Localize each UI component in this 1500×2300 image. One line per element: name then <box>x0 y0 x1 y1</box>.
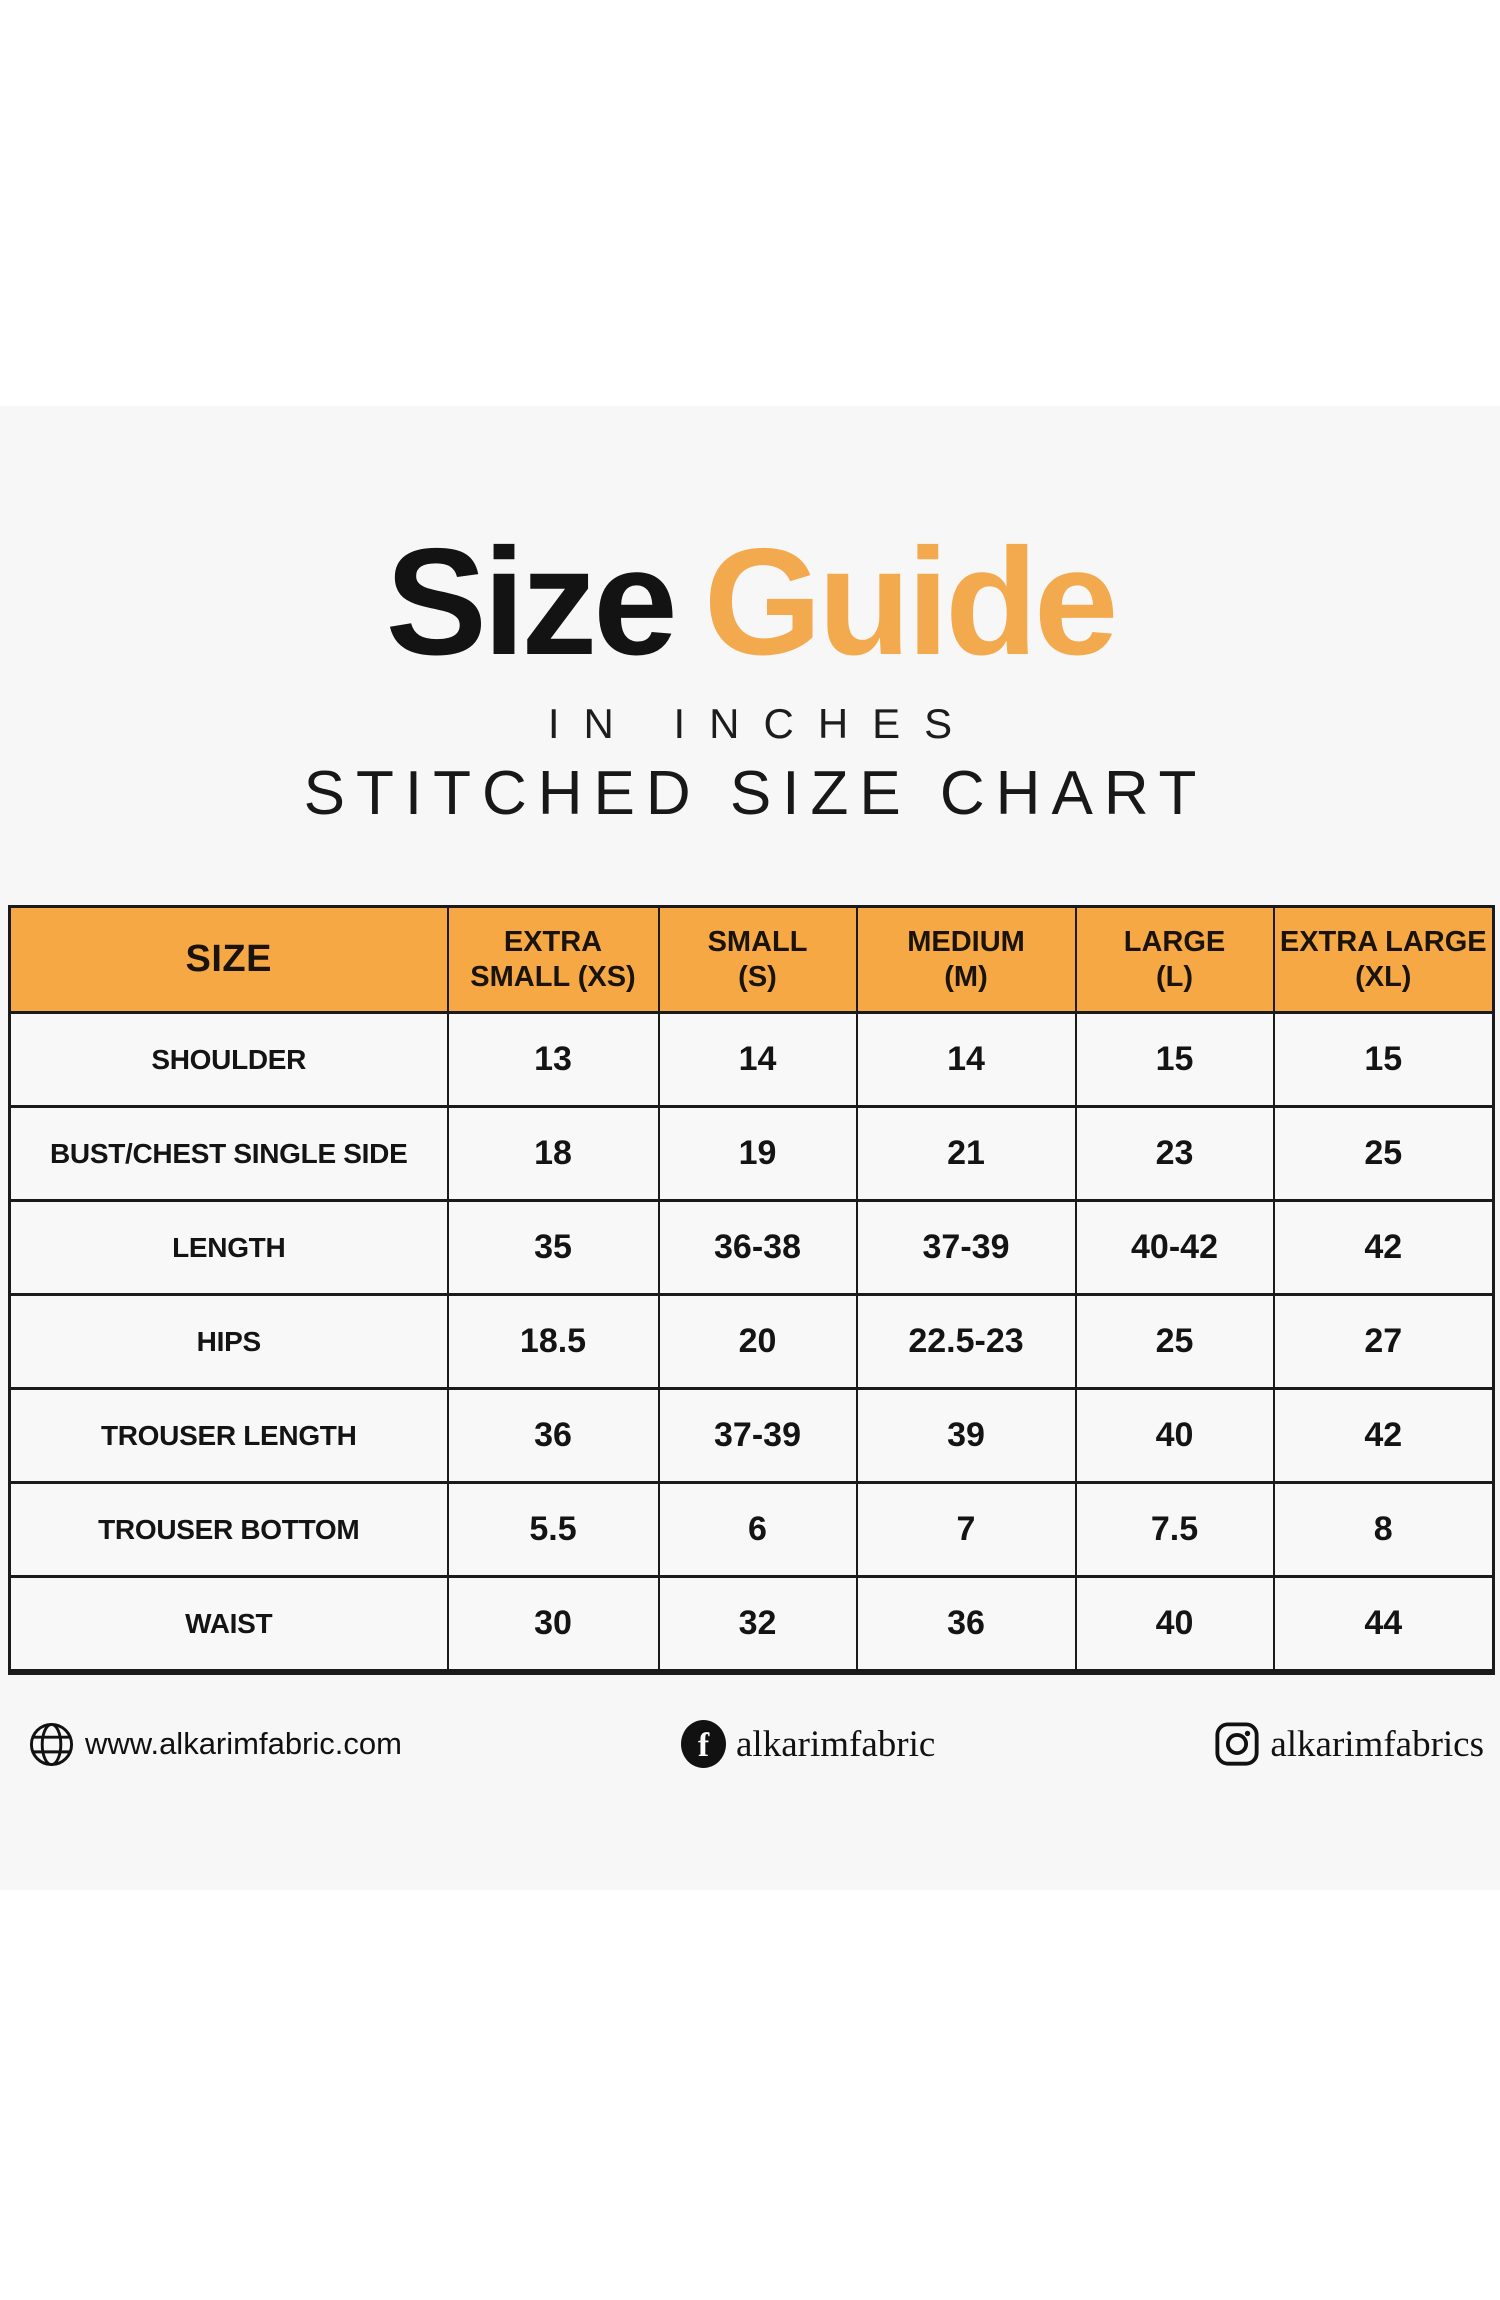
cell-value: 44 <box>1272 1575 1495 1674</box>
cell-value: 40 <box>1074 1575 1275 1674</box>
table-row-hips: HIPS 18.5 20 22.5-23 25 27 <box>8 1293 1495 1390</box>
row-label: SHOULDER <box>8 1011 449 1108</box>
title-block: Size Guide IN INCHES STITCHED SIZE CHART <box>0 526 1500 829</box>
cell-value: 15 <box>1074 1011 1275 1108</box>
table-row-length: LENGTH 35 36-38 37-39 40-42 42 <box>8 1199 1495 1296</box>
instagram-icon <box>1215 1722 1259 1766</box>
table-row-waist: WAIST 30 32 36 40 44 <box>8 1575 1495 1674</box>
header-row: SIZE EXTRA SMALL (XS) SMALL (S) MEDIUM (… <box>8 905 1495 1014</box>
cell-value: 7 <box>855 1481 1077 1578</box>
cell-value: 25 <box>1272 1105 1495 1202</box>
cell-value: 25 <box>1074 1293 1275 1390</box>
instagram-handle: alkarimfabrics <box>1270 1723 1484 1765</box>
cell-value: 35 <box>446 1199 660 1296</box>
facebook-contact: f alkarimfabric <box>681 1720 935 1768</box>
cell-value: 19 <box>657 1105 858 1202</box>
column-header-small: SMALL (S) <box>657 905 858 1014</box>
cell-value: 30 <box>446 1575 660 1674</box>
row-label: LENGTH <box>8 1199 449 1296</box>
cell-value: 18.5 <box>446 1293 660 1390</box>
row-label: TROUSER LENGTH <box>8 1387 449 1484</box>
cell-value: 18 <box>446 1105 660 1202</box>
facebook-handle: alkarimfabric <box>736 1723 936 1765</box>
column-header-extra-small: EXTRA SMALL (XS) <box>446 905 660 1014</box>
cell-value: 7.5 <box>1074 1481 1275 1578</box>
title-word-guide: Guide <box>703 517 1119 687</box>
footer: www.alkarimfabric.com f alkarimfabric al… <box>28 1698 1484 1790</box>
table-row-shoulder: SHOULDER 13 14 14 15 15 <box>8 1011 1495 1108</box>
page-title: Size Guide <box>0 526 1500 678</box>
cell-value: 39 <box>855 1387 1077 1484</box>
cell-value: 21 <box>855 1105 1077 1202</box>
cell-value: 42 <box>1272 1387 1495 1484</box>
cell-value: 42 <box>1272 1199 1495 1296</box>
size-guide-panel: Size Guide IN INCHES STITCHED SIZE CHART … <box>0 406 1500 1890</box>
facebook-icon: f <box>681 1720 726 1768</box>
table-row-trouser-bottom: TROUSER BOTTOM 5.5 6 7 7.5 8 <box>8 1481 1495 1578</box>
size-chart-table: SIZE EXTRA SMALL (XS) SMALL (S) MEDIUM (… <box>8 905 1495 1675</box>
cell-value: 14 <box>855 1011 1077 1108</box>
cell-value: 36-38 <box>657 1199 858 1296</box>
row-label: WAIST <box>8 1575 449 1674</box>
subtitle-stitched-size-chart: STITCHED SIZE CHART <box>303 759 1208 828</box>
title-word-size: Size <box>385 517 678 687</box>
row-label: HIPS <box>8 1293 449 1390</box>
cell-value: 40-42 <box>1074 1199 1275 1296</box>
cell-value: 27 <box>1272 1293 1495 1390</box>
column-header-large: LARGE (L) <box>1074 905 1275 1014</box>
column-header-extra-large: EXTRA LARGE (XL) <box>1272 905 1495 1014</box>
cell-value: 20 <box>657 1293 858 1390</box>
subtitle-in-inches: IN INCHES <box>547 700 977 747</box>
website-url: www.alkarimfabric.com <box>85 1726 402 1761</box>
instagram-contact: alkarimfabrics <box>1214 1721 1484 1767</box>
facebook-f-glyph: f <box>697 1727 710 1764</box>
cell-value: 32 <box>657 1575 858 1674</box>
cell-value: 22.5-23 <box>855 1293 1077 1390</box>
cell-value: 36 <box>446 1387 660 1484</box>
column-header-size: SIZE <box>8 905 449 1014</box>
website-contact: www.alkarimfabric.com <box>28 1721 402 1768</box>
row-label: TROUSER BOTTOM <box>8 1481 449 1578</box>
cell-value: 5.5 <box>446 1481 660 1578</box>
cell-value: 14 <box>657 1011 858 1108</box>
row-label: BUST/CHEST SINGLE SIDE <box>8 1105 449 1202</box>
cell-value: 8 <box>1272 1481 1495 1578</box>
table-row-trouser-length: TROUSER LENGTH 36 37-39 39 40 42 <box>8 1387 1495 1484</box>
globe-icon <box>29 1722 74 1766</box>
cell-value: 6 <box>657 1481 858 1578</box>
cell-value: 37-39 <box>657 1387 858 1484</box>
column-header-medium: MEDIUM (M) <box>855 905 1077 1014</box>
cell-value: 36 <box>855 1575 1077 1674</box>
cell-value: 13 <box>446 1011 660 1108</box>
cell-value: 15 <box>1272 1011 1495 1108</box>
cell-value: 37-39 <box>855 1199 1077 1296</box>
table-row-bust-chest: BUST/CHEST SINGLE SIDE 18 19 21 23 25 <box>8 1105 1495 1202</box>
cell-value: 40 <box>1074 1387 1275 1484</box>
cell-value: 23 <box>1074 1105 1275 1202</box>
